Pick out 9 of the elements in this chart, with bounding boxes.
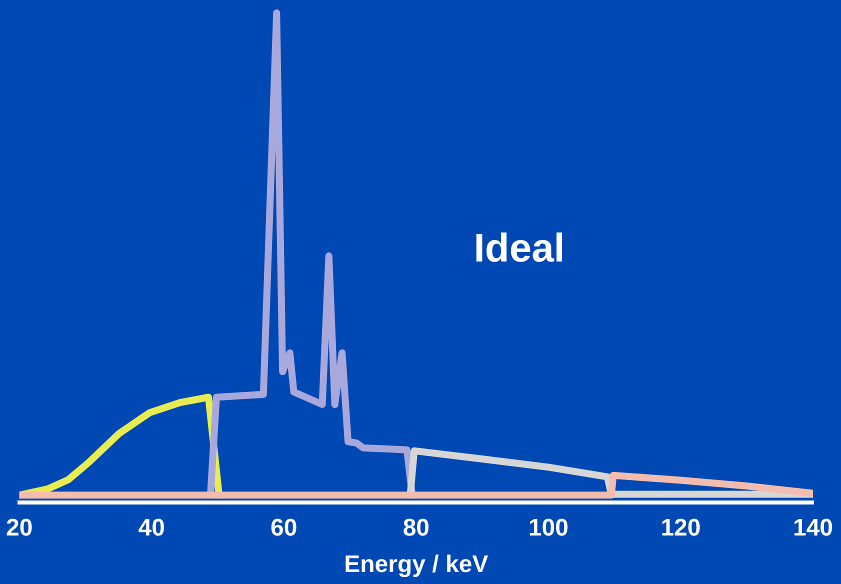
x-tick-label: 60 <box>270 514 298 542</box>
x-tick-label: 40 <box>138 514 165 542</box>
x-tick-label: 100 <box>528 514 568 542</box>
x-axis-title: Energy / keV <box>344 551 488 578</box>
x-tick-label: 20 <box>6 514 33 542</box>
x-tick-label: 80 <box>402 514 430 542</box>
x-tick-label: 140 <box>792 514 834 542</box>
x-tick-label: 120 <box>660 514 701 542</box>
annotation: Ideal <box>474 226 565 270</box>
